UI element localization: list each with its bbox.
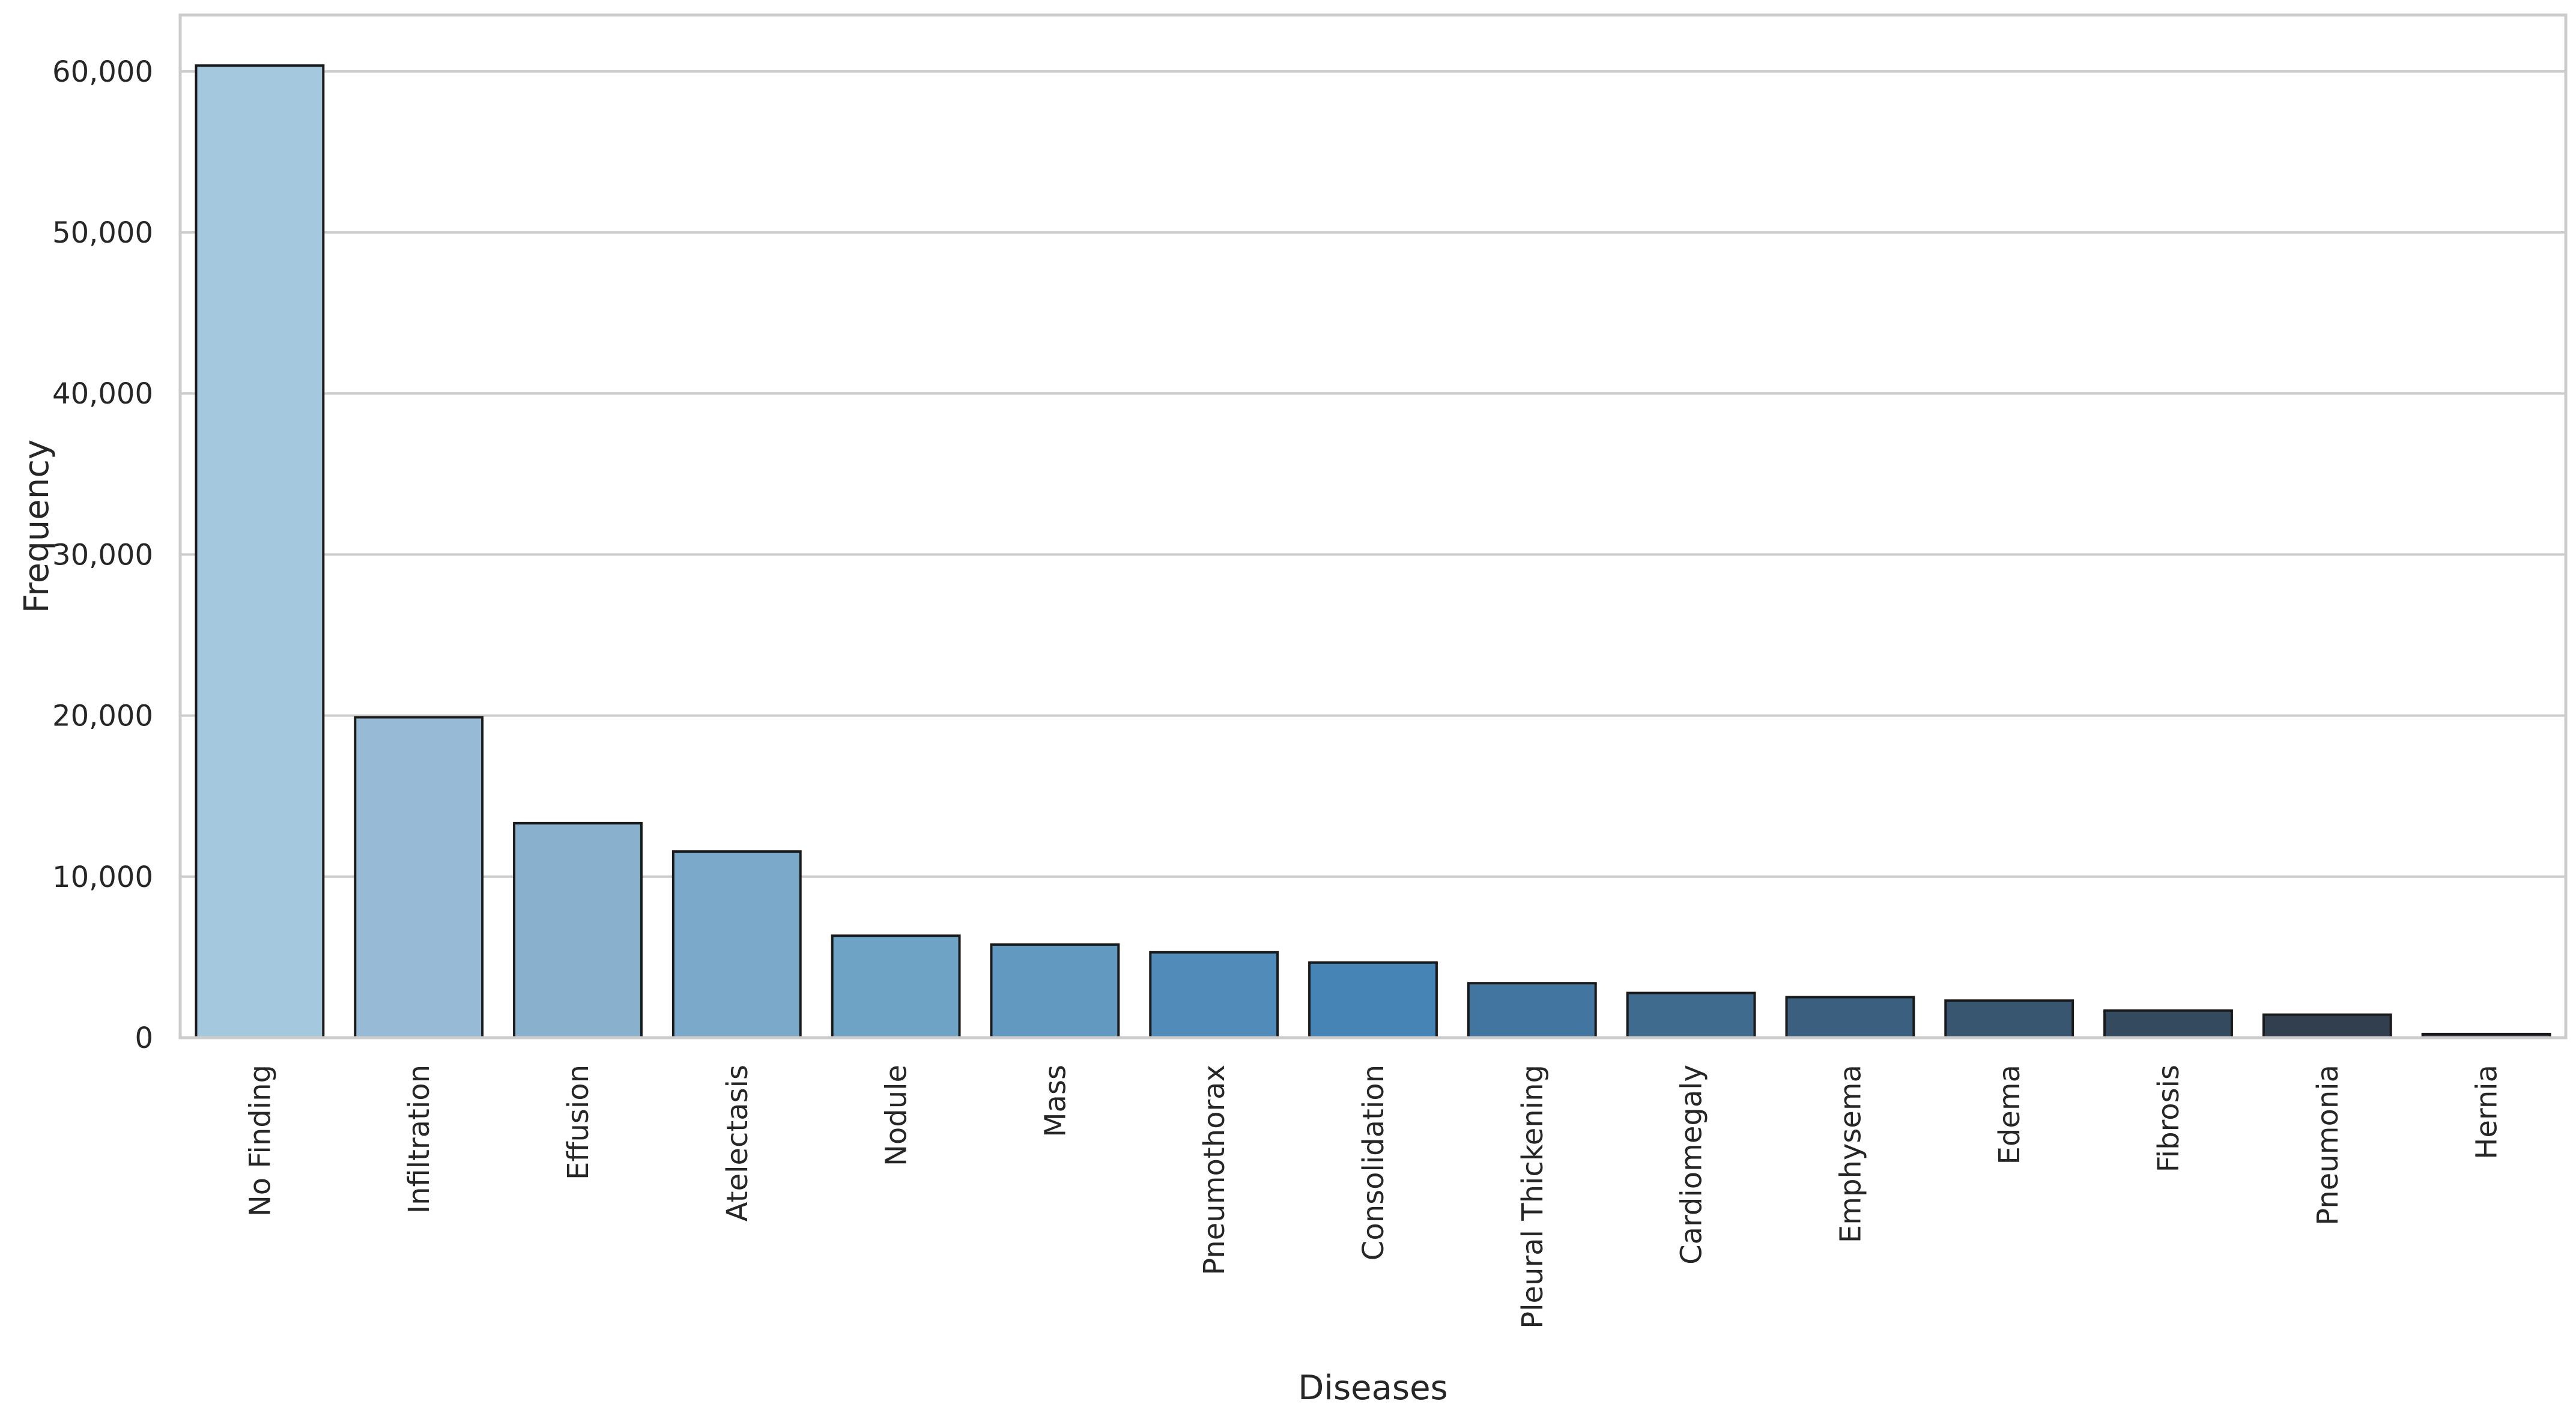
y-tick-label: 50,000 <box>52 216 153 250</box>
bar <box>671 850 802 1039</box>
bar <box>195 64 325 1039</box>
bar <box>354 716 484 1039</box>
bar <box>2262 1013 2392 1039</box>
y-tick-label: 10,000 <box>52 861 153 894</box>
y-axis-title: Frequency <box>17 440 56 613</box>
x-tick-label: Effusion <box>562 1065 595 1180</box>
bar-layer <box>195 64 2551 1039</box>
x-tick-label: Pneumothorax <box>1198 1065 1231 1275</box>
bar <box>1149 951 1279 1039</box>
plot-frame <box>178 13 2568 1039</box>
bar <box>513 821 643 1039</box>
x-tick-labels: No Finding Infiltration Effusion Atelectasi… <box>243 1065 2503 1329</box>
bar <box>1944 999 2074 1039</box>
y-tick-label: 40,000 <box>52 377 153 411</box>
x-tick-label: No Finding <box>243 1065 277 1217</box>
x-tick-label: Mass <box>1038 1065 1072 1137</box>
bar <box>990 943 1120 1039</box>
x-tick-label: Hernia <box>2470 1065 2504 1160</box>
bar <box>831 934 961 1039</box>
y-tick-labels: 0 10,000 20,000 30,000 40,000 50,000 60,000 <box>52 55 153 1055</box>
y-tick-label: 20,000 <box>52 700 153 733</box>
y-tick-label: 60,000 <box>52 55 153 89</box>
x-tick-label: Cardiomegaly <box>1675 1065 1709 1265</box>
x-tick-label: Fibrosis <box>2152 1065 2186 1172</box>
y-tick-label: 30,000 <box>52 538 153 572</box>
plot-border <box>178 13 2568 1039</box>
bar <box>1785 996 1915 1039</box>
bar <box>1467 982 1597 1039</box>
bar <box>1308 961 1438 1039</box>
x-tick-label: Atelectasis <box>721 1065 754 1221</box>
x-tick-label: Nodule <box>880 1065 914 1166</box>
x-tick-label: Consolidation <box>1357 1065 1390 1260</box>
bar <box>2103 1009 2233 1039</box>
x-axis-title: Diseases <box>1298 1369 1447 1408</box>
y-tick-label: 0 <box>135 1021 153 1055</box>
x-tick-label: Infiltration <box>402 1065 436 1214</box>
x-tick-label: Edema <box>1993 1065 2026 1165</box>
bar <box>1626 991 1756 1039</box>
x-tick-label: Pleural Thickening <box>1516 1065 1550 1329</box>
x-tick-label: Pneumonia <box>2311 1065 2345 1226</box>
x-tick-label: Emphysema <box>1834 1065 1867 1243</box>
